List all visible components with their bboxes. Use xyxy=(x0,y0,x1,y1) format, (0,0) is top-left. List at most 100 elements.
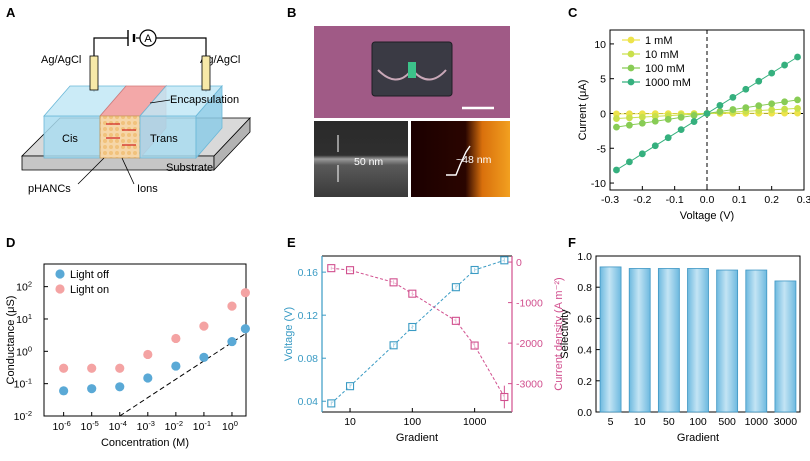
chart-e-point xyxy=(470,341,479,350)
chart-c-legend-label: 1 mM xyxy=(645,35,673,47)
chart-d-legend-label: Light on xyxy=(70,284,109,296)
chart-e-point xyxy=(408,289,417,298)
circuit-wire-left xyxy=(93,37,128,92)
chart-c-series-3 xyxy=(613,53,801,174)
chart-c-point xyxy=(626,121,633,129)
chart-e-series-line xyxy=(330,259,505,404)
chart-d-xtick-label: 10-1 xyxy=(193,419,211,433)
trans-chamber-side xyxy=(195,84,223,160)
chart-e-series-line xyxy=(331,267,505,398)
chart-c-point xyxy=(781,61,788,69)
chart-d-point xyxy=(115,363,125,373)
chart-c-point xyxy=(613,123,620,131)
chart-d-legend-marker xyxy=(55,284,65,294)
chart-e-point xyxy=(408,322,417,332)
chart-c-xtick-label: 0.2 xyxy=(764,194,779,206)
chart-f-ytick-label: 0.2 xyxy=(577,376,592,388)
chart-c-point xyxy=(755,107,763,114)
chart-c-point xyxy=(690,112,698,119)
panel-a-schematic: A Ag/AgCl Ag/AgCl Cis Trans Encapsulatio… xyxy=(21,29,251,195)
chart-c-ytick-label: 10 xyxy=(594,39,606,51)
chart-d-xtick-label: 10-5 xyxy=(81,419,99,433)
chart-d-legend-label: Light off xyxy=(70,269,110,281)
chart-c-ytick-label: -5 xyxy=(597,143,606,155)
phancs-region xyxy=(99,115,141,159)
chart-c-point xyxy=(690,118,698,125)
chart-d-point xyxy=(227,301,237,311)
panel-label-b: B xyxy=(287,5,296,20)
chart-f-xtick-label: 100 xyxy=(689,416,707,428)
chart-e-point xyxy=(389,341,398,350)
chart-f-xtick-label: 50 xyxy=(663,416,675,428)
panel-label-c: C xyxy=(568,5,578,20)
chart-d-point xyxy=(240,288,250,298)
chart-c-point xyxy=(781,105,788,113)
ammeter-label: A xyxy=(144,33,152,45)
chart-c-point xyxy=(664,134,672,142)
chart-d-point xyxy=(143,373,153,383)
chart-c-point xyxy=(794,53,801,61)
chart-c-point xyxy=(781,98,788,106)
chart-e-point xyxy=(389,278,398,287)
chart-c-point xyxy=(613,110,620,118)
chart-c-legend-marker xyxy=(627,36,635,44)
chart-c-point xyxy=(742,104,750,112)
chart-c-point xyxy=(664,115,672,123)
chart-c-ytick-label: 0 xyxy=(600,108,606,120)
chart-c-point xyxy=(613,115,620,122)
chart-d-point xyxy=(115,382,125,392)
chart-c-xtick-label: -0.1 xyxy=(666,194,684,206)
chart-c-point xyxy=(638,150,646,158)
chart-c-legend-marker xyxy=(627,78,635,86)
chart-e-ytick-right-label: -2000 xyxy=(516,338,543,350)
chart-f-bar xyxy=(628,268,651,413)
chart-f-xtick-label: 1000 xyxy=(745,416,769,428)
encapsulation-label: Encapsulation xyxy=(170,94,239,106)
phancs-pointer xyxy=(77,157,105,185)
chart-d-xtick-label: 10-2 xyxy=(165,419,183,433)
chart-c-point xyxy=(638,119,646,127)
chart-c-xtick-label: -0.3 xyxy=(601,194,619,206)
chart-d-ytick-label: 102 xyxy=(16,280,32,294)
afm-height-profile xyxy=(446,145,471,176)
chart-e-point xyxy=(451,316,460,325)
chart-f-ylabel: Selectivity xyxy=(559,309,571,359)
chart-e-ylabel-right: Current density (A m⁻²) xyxy=(553,277,565,390)
chart-e-xtick-label: 1000 xyxy=(463,416,487,428)
trans-label: Trans xyxy=(150,133,178,145)
chart-c-point xyxy=(626,114,633,122)
chart-e-series-1 xyxy=(327,264,509,409)
chart-d-point xyxy=(87,363,97,373)
chart-e-ylabel-left: Voltage (V) xyxy=(283,307,295,361)
chart-c-point xyxy=(729,93,737,101)
chart-d-ytick-label: 101 xyxy=(16,312,32,326)
chart-c-xtick-label: 0.1 xyxy=(732,194,747,206)
chart-c-point xyxy=(677,126,685,134)
chart-c-point xyxy=(651,117,659,125)
panel-label-d: D xyxy=(6,235,15,250)
chart-e-point xyxy=(451,283,460,292)
chart-c-xtick-label: 0.0 xyxy=(700,194,715,206)
chart-e-point xyxy=(500,392,509,402)
chart-c-point xyxy=(768,106,776,114)
chart-d-xtick-label: 10-4 xyxy=(109,419,127,433)
ions-label: Ions xyxy=(137,183,158,195)
chart-d-point xyxy=(143,349,153,360)
chart-c-ytick-label: -10 xyxy=(591,178,606,190)
chart-e-point xyxy=(345,266,355,275)
chart-c-point xyxy=(703,110,711,117)
chart-c-point xyxy=(716,108,724,115)
panel-b-micrographs: 50 nm ~48 nm xyxy=(314,26,510,197)
chart-f-ytick-label: 0.4 xyxy=(577,345,592,357)
chart-f-xtick-label: 5 xyxy=(608,416,614,428)
chart-f-selectivity: 0.0 0.2 0.4 0.6 0.8 1.0 5 10 50 100 500 1000 3000 Gra… xyxy=(559,251,801,444)
chart-e-xlabel: Gradient xyxy=(396,432,438,444)
chart-f-xlabel: Gradient xyxy=(677,432,719,444)
chart-d-ytick-label: 10-1 xyxy=(14,377,32,391)
chart-f-bar xyxy=(687,268,709,413)
chart-c-point xyxy=(729,106,737,113)
chart-d-legend-marker xyxy=(55,269,65,279)
chart-e-point xyxy=(345,382,355,391)
chart-e-ytick-right-label: -1000 xyxy=(516,298,543,310)
